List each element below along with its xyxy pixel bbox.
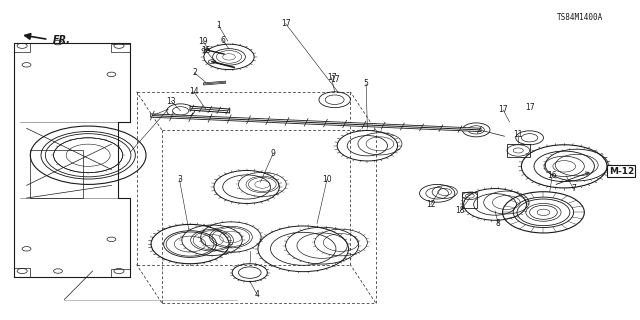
Text: 17: 17: [330, 75, 339, 84]
Text: 2: 2: [192, 68, 197, 77]
Text: 12: 12: [426, 200, 436, 209]
Text: 17: 17: [281, 19, 291, 28]
Text: 1: 1: [216, 21, 221, 30]
Text: 19: 19: [198, 36, 207, 45]
Text: FR.: FR.: [53, 35, 71, 45]
Text: 3: 3: [177, 174, 182, 184]
Text: 5: 5: [364, 79, 369, 88]
Bar: [29, 150, 83, 198]
Text: 10: 10: [323, 174, 332, 184]
Text: M-12: M-12: [609, 167, 634, 176]
Text: 17: 17: [326, 73, 337, 82]
Text: 17: 17: [525, 103, 534, 112]
Bar: [462, 192, 477, 208]
Bar: [507, 143, 530, 157]
Text: TS84M1400A: TS84M1400A: [557, 13, 603, 22]
Text: 16: 16: [547, 172, 557, 180]
Text: 17: 17: [499, 105, 508, 114]
Text: 13: 13: [166, 97, 176, 106]
Text: 14: 14: [189, 87, 198, 96]
Text: 18: 18: [456, 206, 465, 215]
Text: 7: 7: [571, 184, 576, 193]
Text: 11: 11: [513, 130, 523, 139]
Text: 4: 4: [255, 290, 260, 299]
Bar: [111, 269, 131, 277]
Bar: [14, 43, 29, 52]
Text: 8: 8: [496, 219, 500, 228]
Bar: [111, 44, 131, 52]
Bar: [14, 268, 29, 277]
Text: 9: 9: [271, 149, 275, 158]
Text: 6: 6: [220, 36, 225, 44]
Text: 15: 15: [201, 46, 211, 55]
